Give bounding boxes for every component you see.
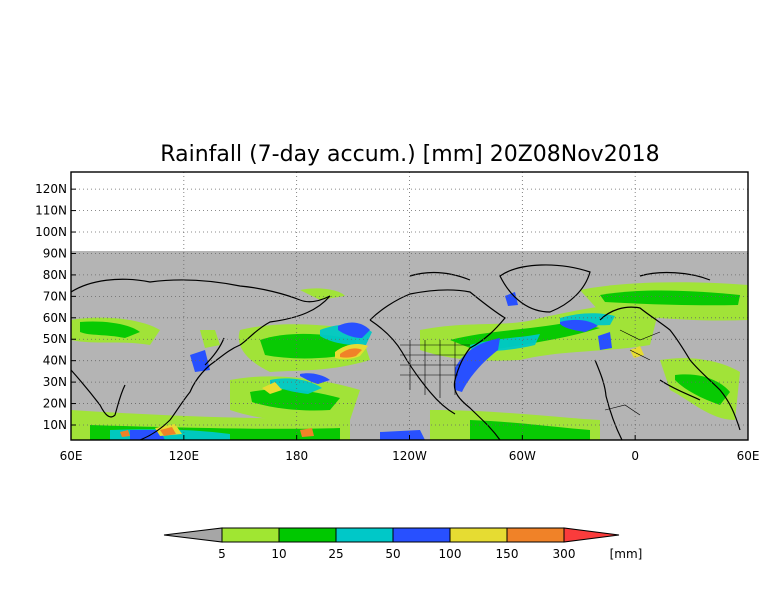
political-boundaries — [400, 329, 661, 416]
lat-tick-label: 40N — [43, 354, 67, 368]
precipitation-field — [71, 282, 748, 440]
legend-bin — [335, 527, 394, 543]
map-gridlines — [70, 172, 749, 440]
lon-tick-label: 0 — [631, 449, 639, 463]
legend-label: 25 — [328, 547, 343, 561]
legend-label: 300 — [553, 547, 576, 561]
lat-tick-label: 70N — [43, 289, 67, 303]
legend-label: 10 — [271, 547, 286, 561]
legend-unit: [mm] — [610, 547, 643, 561]
coastlines — [71, 264, 741, 440]
legend-label: 5 — [218, 547, 226, 561]
legend-bin — [221, 527, 280, 543]
legend-bin — [449, 527, 508, 543]
rain-300mm-areas — [120, 348, 362, 437]
legend-bin — [506, 527, 565, 543]
lon-tick-label: 60E — [737, 449, 760, 463]
legend-label: 50 — [385, 547, 400, 561]
map-panel: 120N110N100N90N80N70N60N50N40N30N20N10N … — [35, 171, 760, 463]
lon-tick-label: 180 — [285, 449, 308, 463]
legend-label: 100 — [439, 547, 462, 561]
lat-tick-label: 10N — [43, 418, 67, 432]
longitude-axis: 60E 120E 180 120W 60W 0 60E — [60, 435, 760, 463]
legend-bin-low — [163, 527, 223, 543]
rain-100mm-areas — [130, 292, 612, 440]
lat-tick-label: 110N — [35, 204, 67, 218]
lat-tick-label: 90N — [43, 246, 67, 260]
legend-bin-high — [563, 527, 620, 543]
legend-label: 150 — [496, 547, 519, 561]
lat-tick-label: 30N — [43, 375, 67, 389]
lat-tick-label: 50N — [43, 332, 67, 346]
latitude-axis: 120N 110N 100N 90N 80N 70N 60N 50N 40N 30N 20N 10N — [35, 182, 76, 432]
color-legend: 5 10 25 50 100 150 300 [mm] — [163, 527, 643, 561]
lon-tick-label: 120E — [169, 449, 200, 463]
lat-tick-label: 60N — [43, 311, 67, 325]
lon-tick-label: 60W — [509, 449, 536, 463]
lat-tick-label: 120N — [35, 182, 67, 196]
lat-tick-label: 80N — [43, 268, 67, 282]
lon-tick-label: 60E — [60, 449, 83, 463]
figure-title: Rainfall (7-day accum.) [mm] 20Z08Nov201… — [160, 142, 659, 167]
lat-tick-label: 100N — [35, 225, 67, 239]
lat-tick-label: 20N — [43, 397, 67, 411]
legend-bin — [392, 527, 451, 543]
lon-tick-label: 120W — [392, 449, 427, 463]
legend-bin — [278, 527, 337, 543]
